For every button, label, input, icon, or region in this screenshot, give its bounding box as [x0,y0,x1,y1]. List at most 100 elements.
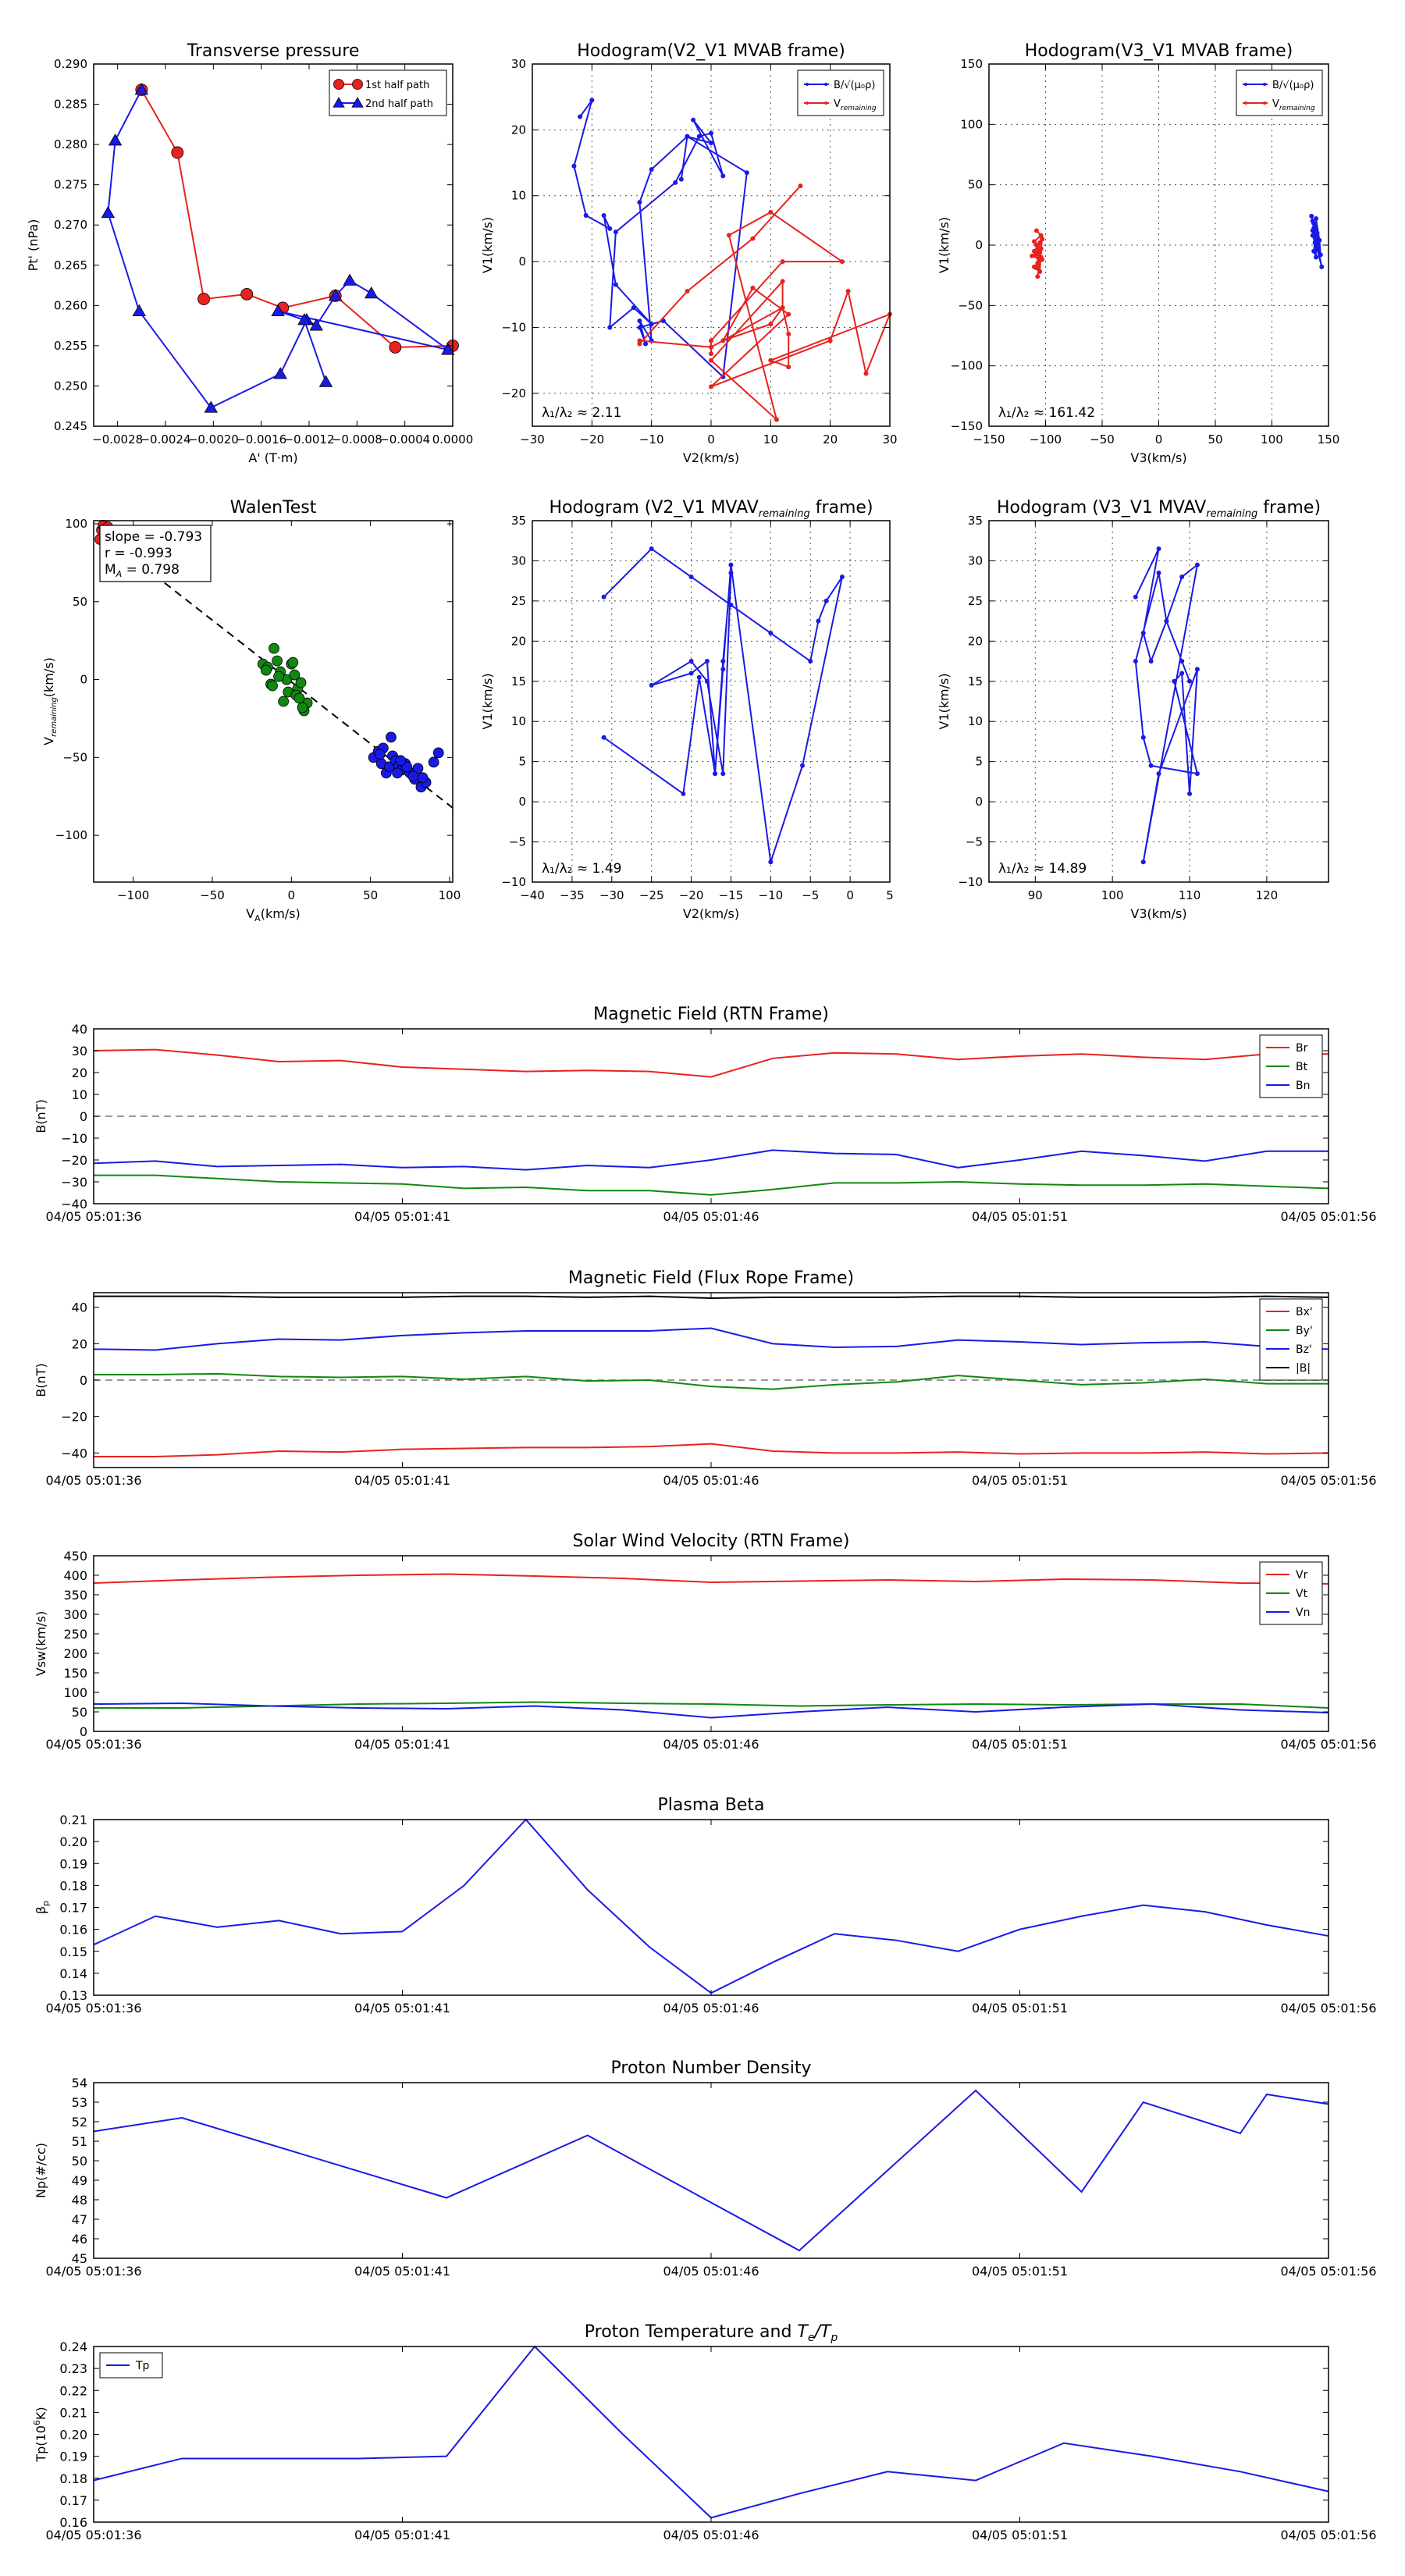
legend-label: Tp [135,2360,150,2372]
data-point [845,289,851,294]
y-tick-label: −40 [61,1197,87,1212]
y-tick-label: 100 [65,517,87,531]
y-tick-label: 0.16 [59,1923,87,1937]
data-point [637,318,642,324]
axes-frame [93,2346,1329,2523]
series-line-Vn [93,1702,1329,1719]
axes-frame [988,63,1329,427]
series-line-Bt [94,1174,1329,1196]
data-point [786,331,791,336]
x-tick-label: 150 [1318,432,1340,447]
y-axis-label: V1(km/s) [937,673,951,729]
data-point [607,226,613,231]
time-tick-label: 04/05 05:01:51 [972,2264,1068,2279]
series-line-0 [573,99,748,379]
y-tick-label: 20 [72,1066,87,1080]
data-point [1311,248,1317,254]
data-point [750,236,756,241]
data-point [101,205,116,219]
data-point [374,749,386,760]
legend-label: 2nd half path [365,98,433,110]
y-tick-label: 0.14 [59,1966,87,1981]
legend-label: B/√(μ₀ρ) [1272,80,1314,91]
y-tick-label: 40 [72,1022,87,1037]
data-point [1317,237,1322,243]
data-point [637,338,642,343]
data-point [108,133,123,146]
time-tick-label: 04/05 05:01:46 [663,2264,759,2279]
chart-title: Hodogram (V3_V1 MVAVremaining frame) [997,498,1321,520]
y-tick-label: 30 [511,57,526,71]
data-point [1194,562,1200,568]
data-point [132,304,146,316]
data-point [709,384,713,390]
chart-beta: 04/05 05:01:36 04/05 05:01:41 04/05 05:01:… [34,1795,1377,2016]
data-point [601,735,606,740]
series-line-0 [140,89,454,348]
data-point [774,417,779,422]
data-point [816,618,821,624]
y-tick-label: 20 [511,634,526,648]
data-point [1037,240,1043,245]
data-point [786,365,791,370]
legend-box [329,69,447,116]
legend-label: By' [1296,1325,1313,1337]
x-axis-label: VA(km/s) [246,906,301,923]
data-point [289,669,301,681]
series-line-beta [93,1818,1329,1994]
data-point [1035,274,1040,279]
x-tick-label: 0 [1155,432,1163,447]
data-point [392,767,403,779]
y-tick-label: −20 [501,386,526,400]
data-point [696,133,702,139]
axes-frame [93,63,454,427]
data-point [1172,678,1177,684]
data-point [1040,237,1045,242]
data-point [297,702,308,713]
y-tick-label: 54 [72,2076,87,2090]
y-tick-label: 48 [72,2193,87,2208]
data-point [637,341,642,347]
data-point [613,282,618,287]
y-tick-label: 46 [72,2232,87,2247]
data-point [643,341,649,347]
chart-title: Proton Number Density [611,2058,812,2078]
title-rest: frame) [810,498,873,518]
time-tick-label: 04/05 05:01:56 [1280,1209,1376,1224]
series-line-0 [1134,548,1199,863]
eigenvalue-ratio-label: λ₁/λ₂ ≈ 2.11 [542,405,621,421]
chart-h2: −150 −100 −50 0 50 100 150 −150 −100 −50 0 50 100 150… [937,41,1339,465]
time-tick-label: 04/05 05:01:56 [1280,2001,1376,2016]
data-point [649,682,654,688]
y-tick-label: 0 [975,238,983,252]
legend-marker [824,83,827,86]
axes-frame [532,520,891,883]
data-point [637,325,642,330]
stats-sub: A [116,569,123,579]
y-tick-label: 47 [72,2212,87,2227]
y-tick-label: 400 [63,1568,87,1583]
eigenvalue-ratio-label: λ₁/λ₂ ≈ 161.42 [998,405,1095,421]
data-point [744,170,749,176]
chart-h4: 90 100 110 120 −10 −5 0 5 10 15 20 25 30 35 Hodogram (… [937,498,1329,921]
data-point [1156,570,1161,575]
title-math: T [797,2322,809,2342]
data-point [1156,546,1161,552]
x-tick-label: −40 [520,888,545,902]
data-point [1310,228,1315,233]
data-point [1314,230,1320,236]
y-tick-label: 0 [518,795,526,809]
legend-sub: remaining [841,105,877,112]
data-point [673,180,678,185]
legend-label: Br [1296,1042,1308,1055]
chart-h1: −30 −20 −10 0 10 20 30 −20 −10 0 10 20 30 Hodogram(V2… [480,41,898,465]
data-point [1164,618,1169,624]
y-tick-label: 0.19 [59,1856,87,1871]
ylabel-sup: 6 [32,2420,42,2425]
y-tick-label: 5 [518,755,526,769]
y-axis-label: Vremaining(km/s) [41,657,59,745]
y-tick-label: 450 [63,1549,87,1564]
data-point [318,375,333,387]
y-tick-label: 35 [968,514,983,528]
